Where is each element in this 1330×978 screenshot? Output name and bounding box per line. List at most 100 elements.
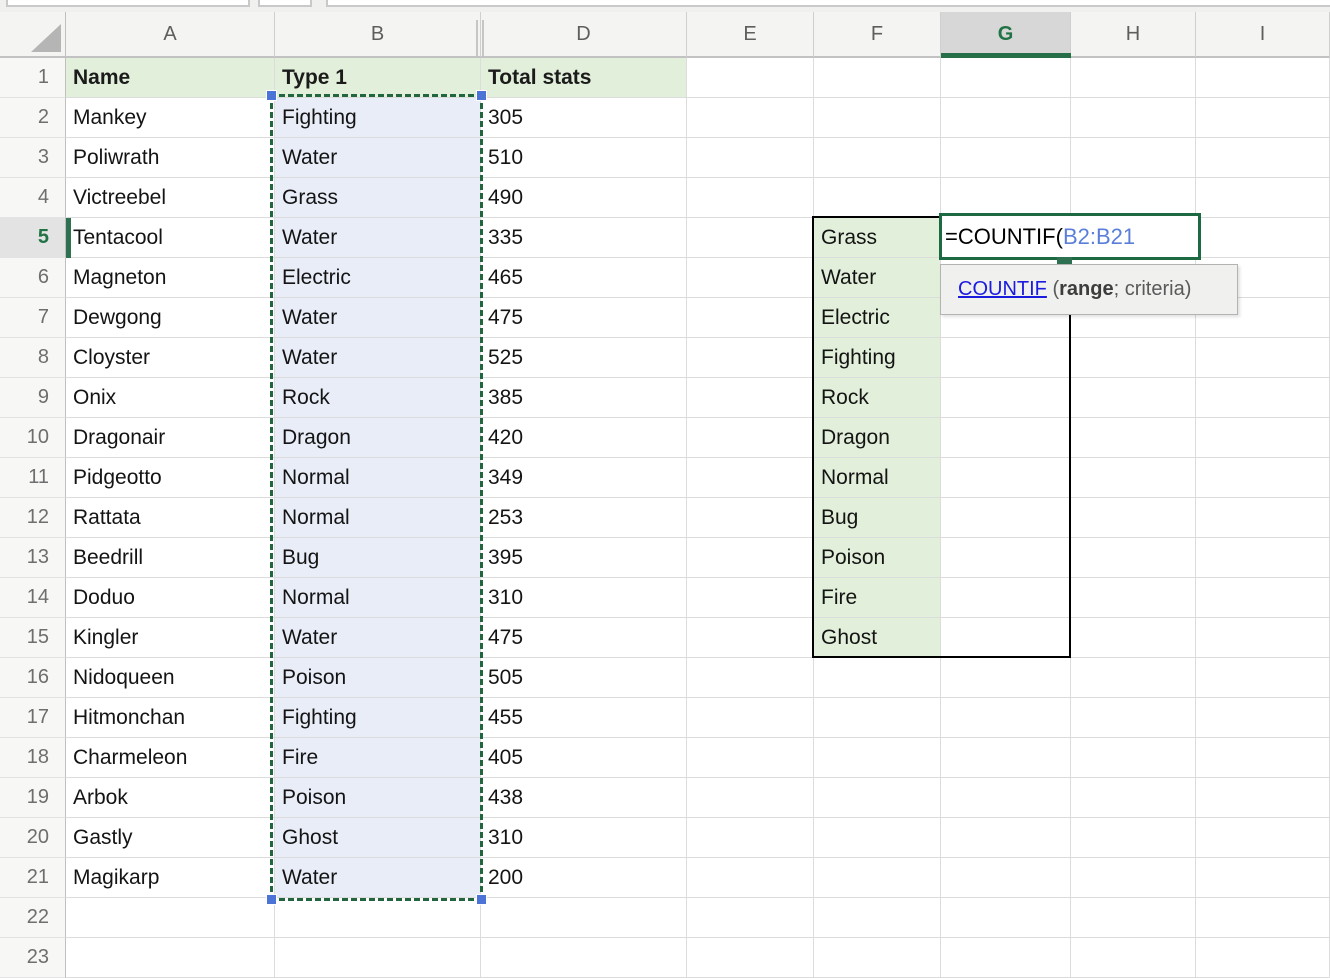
cell-A16[interactable]: Nidoqueen — [66, 658, 275, 698]
row-header-12[interactable]: 12 — [0, 498, 66, 538]
cell-F1[interactable] — [814, 58, 941, 98]
cell-I9[interactable] — [1196, 378, 1330, 418]
cell-F11[interactable]: Normal — [814, 458, 941, 498]
cell-G1[interactable] — [941, 58, 1071, 98]
row-header-11[interactable]: 11 — [0, 458, 66, 498]
cell-D23[interactable] — [481, 938, 687, 978]
cell-F13[interactable]: Poison — [814, 538, 941, 578]
cell-I13[interactable] — [1196, 538, 1330, 578]
cell-H11[interactable] — [1071, 458, 1196, 498]
cell-B16[interactable]: Poison — [275, 658, 481, 698]
cell-B14[interactable]: Normal — [275, 578, 481, 618]
cell-I20[interactable] — [1196, 818, 1330, 858]
cell-D14[interactable]: 310 — [481, 578, 687, 618]
cell-E1[interactable] — [687, 58, 814, 98]
cell-D19[interactable]: 438 — [481, 778, 687, 818]
row-header-6[interactable]: 6 — [0, 258, 66, 298]
cell-I5[interactable] — [1196, 218, 1330, 258]
cell-E12[interactable] — [687, 498, 814, 538]
cell-B17[interactable]: Fighting — [275, 698, 481, 738]
selection-handle-bottom-left[interactable] — [266, 894, 277, 905]
cell-I12[interactable] — [1196, 498, 1330, 538]
cell-E17[interactable] — [687, 698, 814, 738]
cell-A10[interactable]: Dragonair — [66, 418, 275, 458]
cell-D5[interactable]: 335 — [481, 218, 687, 258]
cell-D6[interactable]: 465 — [481, 258, 687, 298]
cell-E2[interactable] — [687, 98, 814, 138]
row-header-1[interactable]: 1 — [0, 58, 66, 98]
cell-A8[interactable]: Cloyster — [66, 338, 275, 378]
cell-A7[interactable]: Dewgong — [66, 298, 275, 338]
cell-G14[interactable] — [941, 578, 1071, 618]
row-header-19[interactable]: 19 — [0, 778, 66, 818]
cell-A18[interactable]: Charmeleon — [66, 738, 275, 778]
cell-B5[interactable]: Water — [275, 218, 481, 258]
cell-E15[interactable] — [687, 618, 814, 658]
cell-A12[interactable]: Rattata — [66, 498, 275, 538]
selection-handle-top-left[interactable] — [266, 90, 277, 101]
cell-G18[interactable] — [941, 738, 1071, 778]
cell-H19[interactable] — [1071, 778, 1196, 818]
cell-E13[interactable] — [687, 538, 814, 578]
row-header-21[interactable]: 21 — [0, 858, 66, 898]
cell-G3[interactable] — [941, 138, 1071, 178]
cell-G23[interactable] — [941, 938, 1071, 978]
cell-E5[interactable] — [687, 218, 814, 258]
cell-H22[interactable] — [1071, 898, 1196, 938]
cell-A11[interactable]: Pidgeotto — [66, 458, 275, 498]
cell-H23[interactable] — [1071, 938, 1196, 978]
cell-F18[interactable] — [814, 738, 941, 778]
cell-G17[interactable] — [941, 698, 1071, 738]
cell-F20[interactable] — [814, 818, 941, 858]
formula-edit-cell[interactable]: =COUNTIF(B2:B21 — [939, 213, 1201, 265]
cell-B3[interactable]: Water — [275, 138, 481, 178]
cell-H8[interactable] — [1071, 338, 1196, 378]
cell-E23[interactable] — [687, 938, 814, 978]
cell-B20[interactable]: Ghost — [275, 818, 481, 858]
cell-D4[interactable]: 490 — [481, 178, 687, 218]
cell-D22[interactable] — [481, 898, 687, 938]
formula-bar-bottom[interactable] — [326, 0, 1330, 7]
cell-F4[interactable] — [814, 178, 941, 218]
row-header-4[interactable]: 4 — [0, 178, 66, 218]
cell-I14[interactable] — [1196, 578, 1330, 618]
cell-H14[interactable] — [1071, 578, 1196, 618]
cell-H10[interactable] — [1071, 418, 1196, 458]
cell-G9[interactable] — [941, 378, 1071, 418]
cell-B2[interactable]: Fighting — [275, 98, 481, 138]
cell-F2[interactable] — [814, 98, 941, 138]
row-header-22[interactable]: 22 — [0, 898, 66, 938]
row-header-9[interactable]: 9 — [0, 378, 66, 418]
cell-E9[interactable] — [687, 378, 814, 418]
row-header-17[interactable]: 17 — [0, 698, 66, 738]
cell-F6[interactable]: Water — [814, 258, 941, 298]
cell-D11[interactable]: 349 — [481, 458, 687, 498]
cell-H1[interactable] — [1071, 58, 1196, 98]
column-header-F[interactable]: F — [814, 12, 941, 58]
cell-I22[interactable] — [1196, 898, 1330, 938]
row-header-23[interactable]: 23 — [0, 938, 66, 978]
cell-F9[interactable]: Rock — [814, 378, 941, 418]
cell-H3[interactable] — [1071, 138, 1196, 178]
cell-D17[interactable]: 455 — [481, 698, 687, 738]
cell-G4[interactable] — [941, 178, 1071, 218]
row-header-8[interactable]: 8 — [0, 338, 66, 378]
select-all-corner[interactable] — [0, 12, 66, 58]
row-header-20[interactable]: 20 — [0, 818, 66, 858]
cell-B13[interactable]: Bug — [275, 538, 481, 578]
cell-D8[interactable]: 525 — [481, 338, 687, 378]
cell-H17[interactable] — [1071, 698, 1196, 738]
row-header-10[interactable]: 10 — [0, 418, 66, 458]
cell-D9[interactable]: 385 — [481, 378, 687, 418]
cell-B22[interactable] — [275, 898, 481, 938]
cell-G8[interactable] — [941, 338, 1071, 378]
cell-B21[interactable]: Water — [275, 858, 481, 898]
cell-F14[interactable]: Fire — [814, 578, 941, 618]
cell-G22[interactable] — [941, 898, 1071, 938]
cell-I21[interactable] — [1196, 858, 1330, 898]
cell-A9[interactable]: Onix — [66, 378, 275, 418]
cell-B1[interactable]: Type 1 — [275, 58, 481, 98]
cell-I18[interactable] — [1196, 738, 1330, 778]
cell-A23[interactable] — [66, 938, 275, 978]
cell-F23[interactable] — [814, 938, 941, 978]
